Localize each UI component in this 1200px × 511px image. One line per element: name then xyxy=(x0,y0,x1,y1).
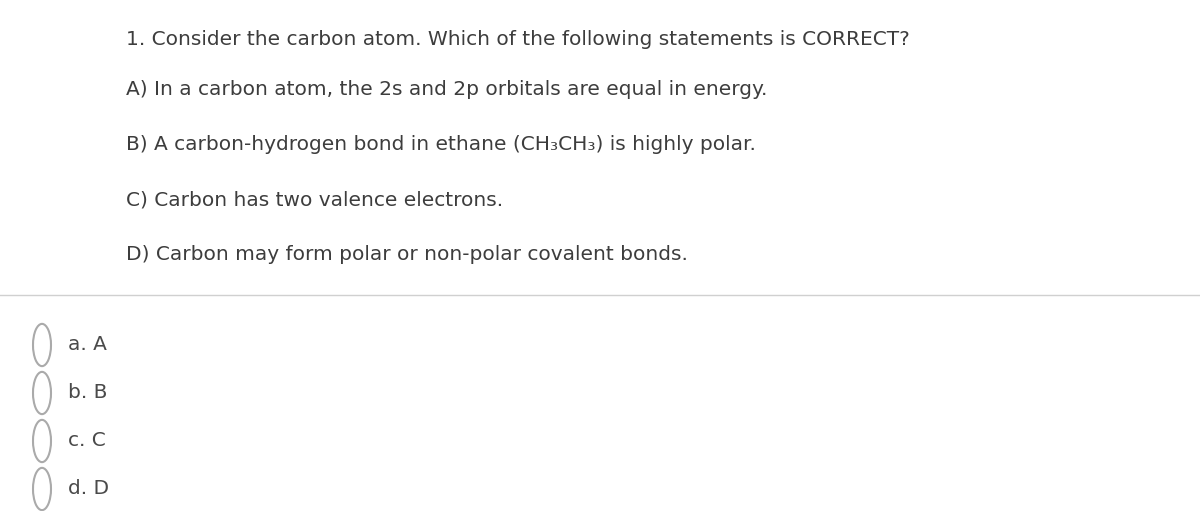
Text: c. C: c. C xyxy=(68,431,106,450)
Text: D) Carbon may form polar or non-polar covalent bonds.: D) Carbon may form polar or non-polar co… xyxy=(126,245,688,264)
Text: b. B: b. B xyxy=(68,383,107,402)
Text: 1. Consider the carbon atom. Which of the following statements is CORRECT?: 1. Consider the carbon atom. Which of th… xyxy=(126,30,910,49)
Text: B) A carbon-hydrogen bond in ethane (CH₃CH₃) is highly polar.: B) A carbon-hydrogen bond in ethane (CH₃… xyxy=(126,135,756,154)
Text: A) In a carbon atom, the 2s and 2p orbitals are equal in energy.: A) In a carbon atom, the 2s and 2p orbit… xyxy=(126,80,767,99)
Text: a. A: a. A xyxy=(68,335,107,354)
Text: C) Carbon has two valence electrons.: C) Carbon has two valence electrons. xyxy=(126,190,503,209)
Text: d. D: d. D xyxy=(68,479,109,498)
